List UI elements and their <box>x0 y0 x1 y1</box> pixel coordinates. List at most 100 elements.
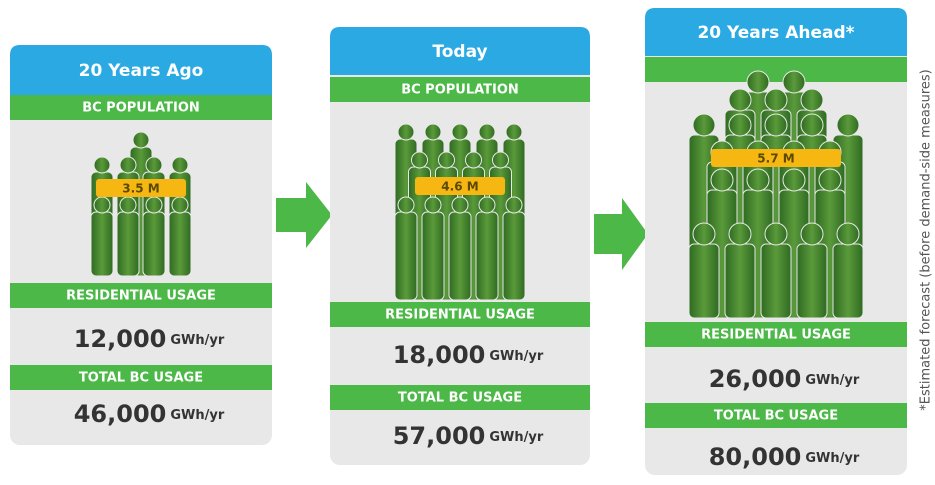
person-head <box>93 196 111 214</box>
person-head <box>692 113 716 137</box>
arrow <box>594 198 648 270</box>
person-body <box>394 211 418 301</box>
person-body <box>448 211 472 301</box>
band <box>645 403 907 428</box>
person-head <box>800 113 824 137</box>
person-head <box>171 196 189 214</box>
person-body <box>688 243 720 319</box>
person-head <box>692 222 716 246</box>
usage-unit: GWh/yr <box>489 349 543 364</box>
usage-value: 80,000 GWh/yr <box>709 443 860 471</box>
person-head <box>465 151 482 169</box>
person-body <box>168 211 192 277</box>
person-head <box>424 123 442 141</box>
card-title: 20 Years Ahead* <box>697 23 854 43</box>
person-head <box>451 123 469 141</box>
person-head <box>800 222 824 246</box>
population-badge <box>96 179 186 197</box>
band-label: BC POPULATION <box>401 83 519 98</box>
band <box>330 302 590 327</box>
person-head <box>746 168 770 192</box>
band <box>330 77 590 102</box>
person-head <box>782 70 806 94</box>
usage-unit: GWh/yr <box>805 373 859 388</box>
usage-value: 26,000 GWh/yr <box>709 365 860 393</box>
person-head <box>764 113 788 137</box>
band <box>330 385 590 410</box>
person-head <box>119 196 137 214</box>
population-value: 4.6 M <box>441 180 478 194</box>
band <box>10 95 272 120</box>
person-head <box>119 156 137 174</box>
person-head <box>746 70 770 94</box>
card-header <box>645 8 907 56</box>
person-head <box>397 123 415 141</box>
band <box>645 57 907 82</box>
usage-number: 26,000 <box>709 365 802 393</box>
person-head <box>710 168 734 192</box>
band <box>10 365 272 390</box>
band-label: RESIDENTIAL USAGE <box>66 289 216 304</box>
band-label: RESIDENTIAL USAGE <box>701 328 851 343</box>
band-label: TOTAL BC USAGE <box>398 391 522 406</box>
population-value: 5.7 M <box>757 152 794 166</box>
person-head <box>764 88 788 112</box>
usage-value: 57,000 GWh/yr <box>393 422 544 450</box>
person-head <box>505 123 523 141</box>
band-label: BC POPULATION <box>82 101 200 116</box>
population-badge <box>711 149 841 167</box>
band-label: RESIDENTIAL USAGE <box>385 308 535 323</box>
person-head <box>782 168 806 192</box>
person-head <box>505 196 523 214</box>
person-body <box>475 211 499 301</box>
card-title: 20 Years Ago <box>79 61 204 81</box>
person-head <box>836 222 860 246</box>
person-body <box>90 211 114 277</box>
band <box>10 283 272 308</box>
person-head <box>728 113 752 137</box>
person-body <box>116 211 140 277</box>
person-head <box>411 151 428 169</box>
person-head <box>818 168 842 192</box>
person-head <box>93 156 111 174</box>
usage-number: 80,000 <box>709 443 802 471</box>
usage-unit: GWh/yr <box>170 408 224 423</box>
person-body <box>421 211 445 301</box>
person-head <box>764 222 788 246</box>
person-head <box>728 222 752 246</box>
person-head <box>478 196 496 214</box>
person-head <box>145 156 163 174</box>
usage-number: 46,000 <box>74 400 167 428</box>
arrow <box>276 182 332 248</box>
usage-number: 12,000 <box>74 325 167 353</box>
population-value: 3.5 M <box>122 182 159 196</box>
band-label: TOTAL BC USAGE <box>79 371 203 386</box>
person-head <box>492 151 509 169</box>
person-body <box>724 243 756 319</box>
person-head <box>728 88 752 112</box>
person-body <box>796 243 828 319</box>
usage-number: 18,000 <box>393 341 486 369</box>
usage-unit: GWh/yr <box>170 333 224 348</box>
band-label: TOTAL BC USAGE <box>714 409 838 424</box>
person-head <box>438 151 455 169</box>
card-header <box>10 45 272 95</box>
usage-value: 46,000 GWh/yr <box>74 400 225 428</box>
person-head <box>836 113 860 137</box>
population-badge <box>415 177 505 195</box>
person-head <box>397 196 415 214</box>
person-head <box>145 196 163 214</box>
usage-number: 57,000 <box>393 422 486 450</box>
person-body <box>832 243 864 319</box>
person-head <box>171 156 189 174</box>
usage-value: 18,000 GWh/yr <box>393 341 544 369</box>
person-body <box>502 211 526 301</box>
person-head <box>424 196 442 214</box>
band <box>645 322 907 347</box>
usage-unit: GWh/yr <box>805 451 859 466</box>
card-header <box>330 27 590 75</box>
person-head <box>132 131 150 149</box>
card-title: Today <box>432 42 487 62</box>
person-body <box>142 211 166 277</box>
